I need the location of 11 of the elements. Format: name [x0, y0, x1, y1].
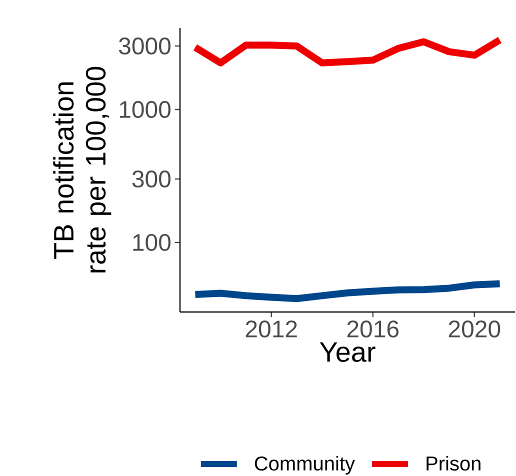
y-tick-label: 300: [132, 170, 171, 188]
x-tick-label: 2016: [347, 320, 399, 338]
y-tick-label: 100: [133, 234, 171, 251]
legend-label: Prison: [426, 456, 480, 471]
legend-label: Community: [254, 456, 355, 475]
y-axis-title: TB notification rate per 100,000: [53, 66, 112, 272]
x-tick-label: 2012: [246, 320, 297, 338]
x-axis-title: Year: [320, 342, 376, 362]
x-tick-label: 2020: [448, 320, 500, 338]
y-tick-label: 1000: [120, 100, 171, 118]
y-tick-label: 3000: [118, 38, 171, 55]
